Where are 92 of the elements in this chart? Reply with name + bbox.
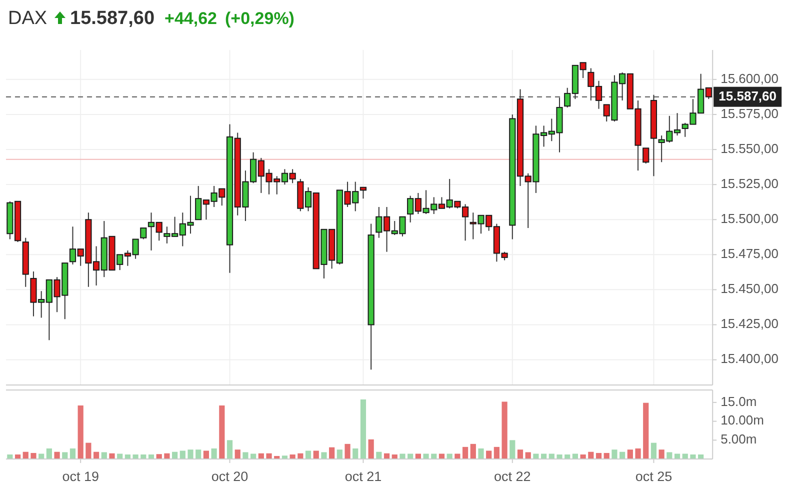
bar bbox=[360, 399, 366, 459]
bar bbox=[305, 450, 312, 459]
bar bbox=[415, 454, 421, 459]
chart-title: DAX bbox=[8, 8, 48, 29]
bar bbox=[329, 447, 335, 459]
bar bbox=[180, 450, 186, 459]
bar bbox=[336, 450, 342, 459]
bar bbox=[517, 450, 524, 459]
bar bbox=[556, 454, 562, 459]
bar bbox=[234, 450, 240, 459]
bar bbox=[46, 448, 52, 459]
bar bbox=[226, 440, 233, 459]
bar bbox=[62, 452, 68, 459]
bar bbox=[525, 452, 531, 459]
bar bbox=[101, 452, 107, 459]
bar bbox=[541, 454, 547, 459]
bar bbox=[38, 454, 44, 459]
bar bbox=[117, 454, 123, 459]
ref-line-label: 15.587,60 bbox=[718, 88, 777, 104]
bar bbox=[132, 454, 138, 459]
bar bbox=[78, 405, 84, 459]
bar bbox=[494, 446, 500, 459]
bar bbox=[86, 442, 92, 459]
bar bbox=[650, 442, 657, 459]
bar bbox=[674, 454, 680, 459]
bar bbox=[196, 450, 202, 459]
bar bbox=[643, 402, 649, 459]
bar bbox=[596, 452, 602, 459]
y-tick-label: 15.400,00 bbox=[720, 351, 778, 366]
candlestick bbox=[140, 228, 147, 240]
bar bbox=[446, 454, 452, 459]
bar bbox=[454, 454, 460, 459]
bar bbox=[604, 452, 610, 459]
bar bbox=[470, 444, 476, 459]
bar bbox=[510, 440, 516, 459]
bar bbox=[203, 450, 210, 459]
bar bbox=[635, 448, 641, 459]
x-tick-label: oct 22 bbox=[494, 469, 531, 484]
bar bbox=[612, 450, 618, 459]
y-tick-label: 15.600,00 bbox=[720, 70, 778, 86]
y-tick-label: 15.575,00 bbox=[720, 106, 778, 121]
y-tick-label: 15.425,00 bbox=[720, 316, 778, 332]
bar bbox=[352, 448, 358, 459]
bar bbox=[211, 448, 217, 459]
bar bbox=[438, 454, 445, 459]
bar bbox=[462, 446, 468, 459]
x-tick-label: oct 19 bbox=[62, 469, 99, 484]
bar bbox=[313, 450, 319, 459]
bar bbox=[219, 405, 225, 459]
y-tick-label: 15.0m bbox=[720, 394, 757, 409]
bar bbox=[321, 452, 327, 459]
y-tick-label: 15.500,00 bbox=[720, 211, 778, 226]
bar bbox=[486, 450, 492, 459]
bar bbox=[548, 454, 554, 459]
bar bbox=[70, 448, 76, 459]
bar bbox=[533, 454, 539, 459]
text: +44,62 bbox=[164, 9, 218, 28]
bar bbox=[344, 444, 350, 459]
bar bbox=[250, 454, 256, 459]
bar bbox=[54, 452, 60, 459]
y-tick-label: 5.00m bbox=[720, 432, 757, 447]
candlestick bbox=[642, 148, 650, 164]
bar bbox=[572, 454, 578, 459]
bar bbox=[478, 448, 484, 459]
bar bbox=[690, 454, 696, 459]
y-tick-label: 15.450,00 bbox=[720, 281, 778, 296]
bar bbox=[266, 453, 272, 459]
bar bbox=[109, 453, 115, 459]
bar bbox=[423, 454, 429, 459]
x-tick-label: oct 25 bbox=[635, 469, 672, 484]
x-tick-label: oct 20 bbox=[211, 469, 248, 484]
candlestick bbox=[360, 186, 367, 200]
bar bbox=[431, 454, 437, 459]
bar bbox=[502, 402, 508, 459]
bar bbox=[30, 452, 36, 459]
y-tick-label: 15.475,00 bbox=[720, 246, 778, 262]
bar bbox=[188, 450, 194, 459]
y-tick-label: 15.550,00 bbox=[720, 140, 778, 156]
text: 15.587,60 bbox=[70, 8, 155, 29]
bar bbox=[242, 452, 248, 459]
bar bbox=[156, 454, 162, 459]
bar bbox=[627, 450, 633, 459]
text: (+0,29%) bbox=[225, 9, 294, 28]
bar bbox=[658, 450, 664, 459]
y-tick-label: 10.00m bbox=[720, 412, 764, 428]
y-tick-label: 15.525,00 bbox=[720, 176, 778, 191]
bar bbox=[682, 454, 688, 459]
bar bbox=[408, 454, 414, 459]
x-tick-label: oct 21 bbox=[344, 469, 382, 484]
bar bbox=[400, 454, 406, 459]
bar bbox=[368, 439, 374, 459]
bar bbox=[666, 452, 672, 459]
